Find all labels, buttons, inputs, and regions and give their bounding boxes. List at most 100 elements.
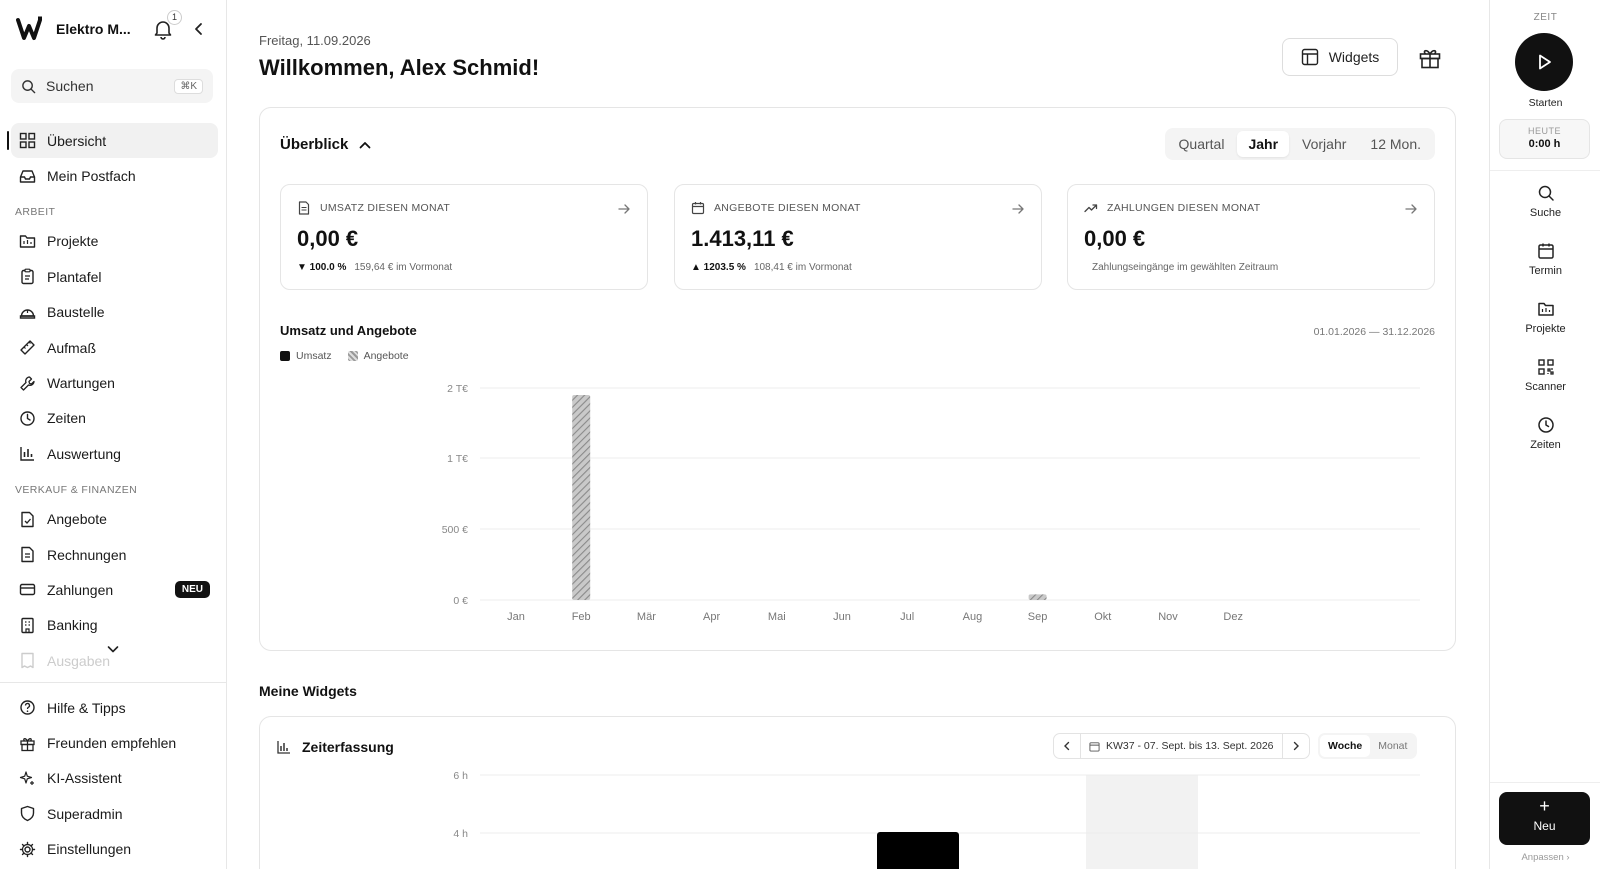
kpi-title: UMSATZ DIESEN MONAT — [320, 202, 451, 214]
x-tick-label: Okt — [1094, 611, 1111, 623]
x-tick-label: Aug — [963, 611, 983, 623]
sidebar-item-label: Angebote — [47, 511, 107, 528]
new-button[interactable]: + Neu — [1499, 792, 1590, 845]
arrow-right-icon — [1405, 204, 1417, 214]
rail-item-zeiten[interactable]: Zeiten — [1490, 416, 1600, 451]
sidebar-item-rechnungen[interactable]: Rechnungen — [11, 537, 218, 572]
y-tick-label: 500 € — [442, 524, 468, 536]
y-tick-label: 2 T€ — [447, 383, 468, 395]
page-title: Willkommen, Alex Schmid! — [259, 55, 540, 80]
rail-item-termin[interactable]: Termin — [1490, 242, 1600, 277]
bank-icon — [21, 617, 34, 634]
week-picker[interactable]: KW37 - 07. Sept. bis 13. Sept. 2026 — [1080, 734, 1283, 758]
rail-item-scanner[interactable]: Scanner — [1490, 358, 1600, 393]
new-button-label: Neu — [1533, 819, 1556, 833]
sidebar-item-ki-assistent[interactable]: KI-Assistent — [11, 761, 218, 796]
y-tick-label: 1 T€ — [447, 453, 468, 465]
sidebar-item-zahlungen[interactable]: Zahlungen NEU — [11, 572, 218, 607]
calendar-icon — [1537, 243, 1554, 259]
sidebar-item-ausgaben[interactable]: Ausgaben — [11, 643, 218, 678]
period-quartal[interactable]: Quartal — [1178, 136, 1225, 152]
brand-logo-icon — [16, 16, 42, 40]
chart-legend: Umsatz Angebote — [280, 350, 409, 362]
x-tick-label: Jan — [507, 611, 525, 623]
kpi-card-umsatz[interactable]: UMSATZ DIESEN MONAT 0,00 € ▼ 100.0 % 159,… — [280, 184, 648, 290]
layout-icon — [1301, 48, 1318, 66]
sidebar-item-zeiten[interactable]: Zeiten — [11, 401, 218, 436]
sidebar-search[interactable]: Suchen ⌘K — [11, 69, 213, 103]
sidebar-item-uebersicht[interactable]: Übersicht — [7, 123, 218, 159]
brand-name: Elektro M... — [56, 21, 131, 37]
rail-item-projekte[interactable]: Projekte — [1490, 300, 1600, 335]
period-selector: Quartal Jahr Vorjahr 12 Mon. — [1164, 128, 1435, 160]
legend-item-umsatz[interactable]: Umsatz — [280, 350, 332, 362]
gear-icon — [19, 841, 36, 857]
rail-time-heading: ZEIT — [1533, 12, 1558, 23]
kpi-note: 159,64 € im Vormonat — [354, 262, 453, 273]
brand[interactable]: Elektro M... — [16, 14, 216, 44]
adjust-link[interactable]: Anpassen › — [1521, 852, 1570, 863]
y-tick-label: 0 € — [453, 595, 468, 607]
folder-icon — [1537, 302, 1554, 316]
rail-item-suche[interactable]: Suche — [1490, 184, 1600, 219]
sidebar-item-hilfe[interactable]: Hilfe & Tipps — [11, 690, 218, 725]
x-tick-label: Apr — [703, 611, 720, 623]
sidebar-item-projekte[interactable]: Projekte — [11, 224, 218, 259]
widgets-button-label: Widgets — [1328, 49, 1380, 65]
sidebar-item-superadmin[interactable]: Superadmin — [11, 796, 218, 831]
sidebar-item-wartungen[interactable]: Wartungen — [11, 365, 218, 400]
sidebar-item-label: Rechnungen — [47, 546, 127, 563]
period-jahr[interactable]: Jahr — [1237, 131, 1290, 157]
folder-icon — [19, 235, 36, 248]
sidebar-item-banking[interactable]: Banking — [11, 608, 218, 643]
chevron-right-icon — [1293, 741, 1299, 751]
widgets-button[interactable]: Widgets — [1282, 38, 1398, 76]
notifications-button[interactable]: 1 — [152, 10, 182, 40]
sidebar-item-label: Zahlungen — [47, 581, 114, 598]
clipboard-icon — [21, 268, 34, 285]
widget-title: Zeiterfassung — [276, 739, 394, 755]
sidebar-item-postfach[interactable]: Mein Postfach — [11, 158, 218, 193]
view-monat[interactable]: Monat — [1378, 740, 1408, 752]
today-hours: HEUTE 0:00 h — [1499, 119, 1590, 159]
rail-item-label: Projekte — [1525, 323, 1566, 335]
sidebar-item-label: KI-Assistent — [47, 770, 122, 787]
period-12-monate[interactable]: 12 Mon. — [1370, 136, 1421, 152]
credit-card-icon — [19, 584, 36, 596]
sidebar-item-empfehlen[interactable]: Freunden empfehlen — [11, 725, 218, 760]
plus-icon: + — [1539, 796, 1550, 816]
view-woche[interactable]: Woche — [1320, 735, 1371, 757]
time-tracking-chart: 4 h 6 h — [453, 770, 1420, 869]
section-heading-verkauf: VERKAUF & FINANZEN — [15, 483, 138, 496]
next-week-button[interactable] — [1283, 734, 1309, 758]
sidebar-bottom-nav: Hilfe & Tipps Freunden empfehlen KI-Assi… — [11, 690, 218, 867]
sidebar-item-angebote[interactable]: Angebote — [11, 502, 218, 537]
x-tick-label: Mai — [768, 611, 786, 623]
bar-hours — [877, 832, 959, 869]
sidebar-item-aufmass[interactable]: Aufmaß — [11, 330, 218, 365]
period-vorjahr[interactable]: Vorjahr — [1302, 136, 1347, 152]
sidebar-item-plantafel[interactable]: Plantafel — [11, 259, 218, 294]
search-icon — [22, 79, 36, 93]
kpi-title: ZAHLUNGEN DIESEN MONAT — [1107, 202, 1261, 214]
x-tick-label: Jun — [833, 611, 851, 623]
kpi-card-angebote[interactable]: ANGEBOTE DIESEN MONAT 1.413,11 € ▲ 1203.… — [674, 184, 1042, 290]
legend-item-angebote[interactable]: Angebote — [347, 350, 409, 362]
sparkles-icon — [19, 771, 34, 785]
sidebar-item-einstellungen[interactable]: Einstellungen — [11, 832, 218, 867]
gift-icon[interactable] — [1418, 46, 1442, 70]
kpi-card-zahlungen[interactable]: ZAHLUNGEN DIESEN MONAT 0,00 € Zahlungsei… — [1067, 184, 1435, 290]
prev-week-button[interactable] — [1054, 734, 1080, 758]
sidebar-item-auswertung[interactable]: Auswertung — [11, 436, 218, 471]
sidebar-item-baustelle[interactable]: Baustelle — [11, 295, 218, 330]
collapse-sidebar-icon[interactable] — [190, 20, 208, 38]
chevron-down-icon[interactable] — [106, 642, 120, 656]
legend-label: Angebote — [363, 350, 409, 362]
week-label: KW37 - 07. Sept. bis 13. Sept. 2026 — [1106, 740, 1274, 752]
arrow-right-icon — [618, 204, 630, 214]
x-tick-label: Jul — [900, 611, 914, 623]
start-timer-button[interactable] — [1515, 33, 1573, 91]
overview-toggle[interactable]: Überblick — [280, 136, 372, 153]
chart-title: Umsatz und Angebote — [280, 323, 417, 338]
